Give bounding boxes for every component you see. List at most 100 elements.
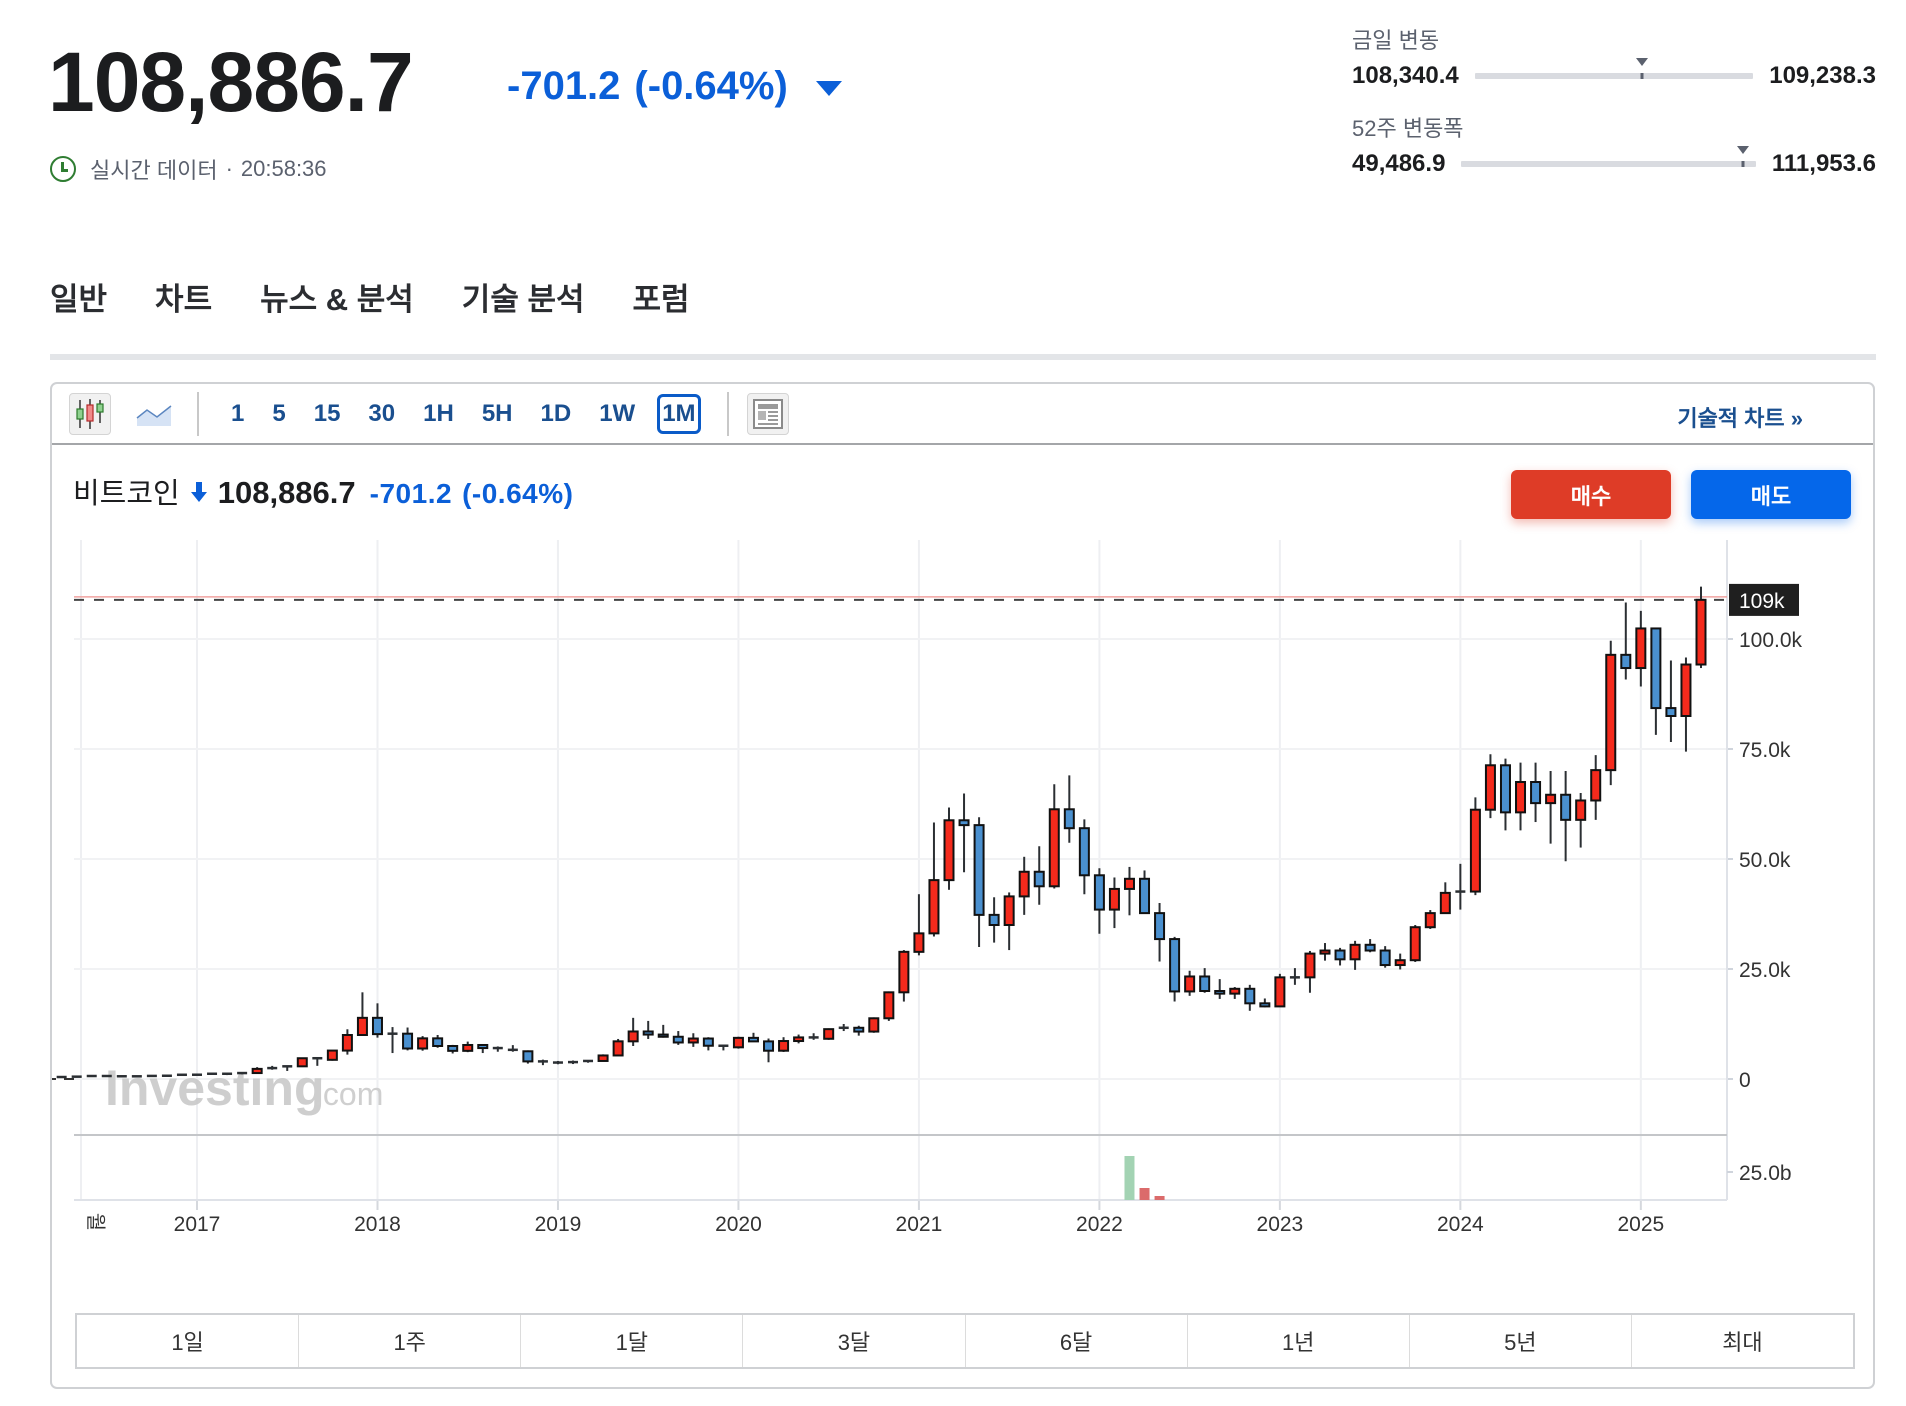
instrument-header: 비트코인 108,886.7 -701.2 (-0.64%) bbox=[73, 470, 573, 512]
area-chart-icon[interactable] bbox=[133, 393, 175, 435]
candle-up bbox=[597, 1054, 609, 1062]
candle-up bbox=[913, 932, 925, 953]
tab-chart[interactable]: 차트 bbox=[155, 282, 213, 317]
y-tick-label: 50.0k bbox=[1739, 849, 1791, 872]
instrument-change: -701.2 bbox=[369, 478, 453, 509]
candle-up bbox=[1439, 891, 1451, 915]
52week-range-bar bbox=[1461, 146, 1756, 167]
news-layout-icon[interactable] bbox=[746, 392, 789, 435]
52week-range-label: 52주 변동폭 bbox=[1352, 116, 1464, 141]
candle-up bbox=[1394, 959, 1406, 967]
timeframe-1w[interactable]: 1W bbox=[599, 399, 636, 427]
candle-up bbox=[1469, 808, 1481, 893]
x-tick-label: 2022 bbox=[1076, 1213, 1123, 1236]
day-range: 금일 변동 108,340.4 109,238.3 bbox=[1352, 30, 1876, 88]
candle-up bbox=[1018, 870, 1030, 898]
tab-overview[interactable]: 일반 bbox=[50, 282, 108, 317]
candle-down bbox=[1665, 707, 1677, 717]
technical-chart-link[interactable]: 기술적 차트 » bbox=[1677, 406, 1803, 431]
current-price-label: 109k bbox=[1739, 590, 1785, 613]
candle-up bbox=[687, 1037, 699, 1044]
tab-forum[interactable]: 포럼 bbox=[632, 282, 690, 317]
timeframe-1h[interactable]: 1H bbox=[423, 399, 454, 427]
x-tick-label: 2024 bbox=[1437, 1213, 1484, 1236]
day-range-low: 108,340.4 bbox=[1352, 62, 1459, 89]
candle-up bbox=[1048, 808, 1060, 888]
candle-up bbox=[1515, 781, 1527, 814]
52week-range-marker-icon bbox=[1736, 146, 1749, 154]
candle-down bbox=[1139, 877, 1151, 915]
period-6mo[interactable]: 6달 bbox=[966, 1315, 1188, 1367]
candle-down bbox=[747, 1036, 759, 1043]
timeframe-1m[interactable]: 1M bbox=[657, 393, 701, 434]
day-range-marker-icon bbox=[1635, 58, 1648, 66]
x-tick-label: 2023 bbox=[1257, 1213, 1304, 1236]
candle-down bbox=[1650, 627, 1662, 710]
candle-up bbox=[1319, 949, 1331, 955]
52week-range-high: 111,953.6 bbox=[1771, 150, 1876, 177]
tab-technical[interactable]: 기술 분석 bbox=[461, 282, 585, 317]
instrument-name: 비트코인 bbox=[73, 478, 180, 510]
separator: · bbox=[225, 156, 233, 181]
tab-news-analysis[interactable]: 뉴스 & 분석 bbox=[260, 282, 414, 317]
candle-up bbox=[1424, 912, 1436, 929]
day-range-high: 109,238.3 bbox=[1769, 62, 1876, 89]
candlestick-icon[interactable] bbox=[69, 392, 111, 435]
investing-watermark: Investing bbox=[105, 1060, 324, 1116]
x-first-label: 월 bbox=[84, 1213, 107, 1231]
timeframe-15min[interactable]: 15 bbox=[313, 399, 341, 427]
candle-down bbox=[1244, 987, 1256, 1005]
candle-up bbox=[251, 1067, 263, 1075]
candle-down bbox=[1364, 943, 1376, 952]
down-arrow-icon bbox=[190, 481, 208, 510]
period-1mo[interactable]: 1달 bbox=[521, 1315, 744, 1367]
candle-up bbox=[1349, 943, 1361, 961]
timeframe-1min[interactable]: 1 bbox=[231, 399, 245, 427]
candle-up bbox=[1003, 895, 1015, 927]
candle-up bbox=[898, 950, 910, 994]
candle-up bbox=[296, 1057, 308, 1068]
52week-range-low: 49,486.9 bbox=[1352, 150, 1446, 177]
day-range-label: 금일 변동 bbox=[1352, 28, 1440, 53]
candle-down bbox=[371, 1016, 383, 1036]
candle-down bbox=[973, 824, 985, 916]
toolbar-separator bbox=[197, 391, 199, 436]
price-chart[interactable]: 2017 2018 2019 2020 2021 2022 2023 2024 2025 월 0 25… bbox=[52, 384, 1877, 1284]
candle-down bbox=[1530, 781, 1542, 805]
sell-button[interactable]: 매도 bbox=[1691, 470, 1851, 519]
candle-up bbox=[627, 1030, 639, 1043]
candle-down bbox=[447, 1045, 459, 1052]
period-5y[interactable]: 5년 bbox=[1410, 1315, 1632, 1367]
candle-up bbox=[883, 991, 895, 1020]
candle-down bbox=[642, 1030, 654, 1036]
timeframe-1d[interactable]: 1D bbox=[540, 399, 572, 427]
period-max[interactable]: 최대 bbox=[1722, 1330, 1763, 1355]
candle-down bbox=[1214, 990, 1226, 995]
volume-bar bbox=[1139, 1188, 1150, 1200]
period-1y[interactable]: 1년 bbox=[1188, 1315, 1410, 1367]
realtime-status: 실시간 데이터 · 20:58:36 bbox=[50, 153, 327, 185]
volume-bar bbox=[1124, 1156, 1135, 1200]
toolbar-separator bbox=[726, 391, 729, 436]
buy-button[interactable]: 매수 bbox=[1511, 470, 1671, 519]
candle-up bbox=[326, 1049, 338, 1061]
timeframe-5h[interactable]: 5H bbox=[481, 399, 513, 427]
change-value: -701.2 bbox=[507, 64, 621, 108]
period-1d[interactable]: 1일 bbox=[77, 1315, 300, 1367]
52week-range-tick bbox=[1741, 161, 1745, 167]
period-selector: 1일 1주 1달 3달 6달 1년 5년 최대 bbox=[75, 1313, 1855, 1369]
timeframe-30min[interactable]: 30 bbox=[368, 399, 396, 427]
day-range-tick bbox=[1640, 73, 1644, 79]
candle-up bbox=[1108, 887, 1120, 911]
candle-down bbox=[1560, 793, 1572, 821]
instrument-change-percent: (-0.64%) bbox=[462, 478, 574, 509]
candle-up bbox=[1605, 653, 1617, 772]
period-3mo[interactable]: 3달 bbox=[743, 1315, 966, 1367]
52week-range: 52주 변동폭 49,486.9 111,953.6 bbox=[1352, 118, 1876, 176]
period-1w[interactable]: 1주 bbox=[299, 1315, 522, 1367]
candle-down bbox=[1033, 870, 1045, 888]
candle-up bbox=[823, 1028, 835, 1040]
candle-up bbox=[356, 1016, 368, 1037]
timeframe-5min[interactable]: 5 bbox=[272, 399, 286, 427]
candle-down bbox=[477, 1043, 489, 1050]
